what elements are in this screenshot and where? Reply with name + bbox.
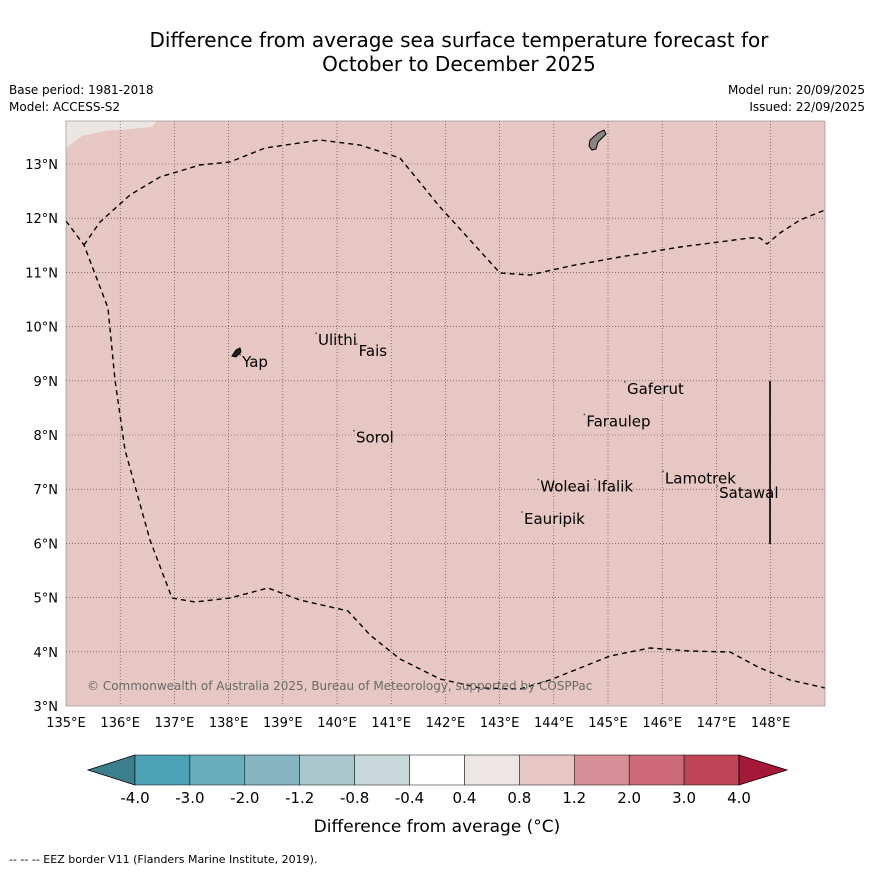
graticule [66, 121, 825, 706]
colorbar-bin [574, 754, 630, 786]
atoll-marker [315, 332, 317, 334]
lon-tick-label: 136°E [100, 716, 140, 731]
atoll-marker [594, 478, 596, 481]
colorbar-label: Difference from average (°C) [314, 817, 561, 837]
lon-tick-label: 148°E [751, 716, 791, 731]
lon-tick-label: 135°E [46, 716, 86, 731]
colorbar-bin [628, 754, 685, 786]
colorbar-tick-label: -2.0 [230, 789, 259, 807]
latitude-axis: 3°N 4°N 5°N 6°N 7°N 8°N 9°N 10°N 11°N 12°N 13°N [25, 158, 58, 715]
atoll-marker [716, 485, 718, 487]
lat-tick-label: 13°N [25, 158, 58, 173]
colorbar-bin [354, 754, 410, 786]
lon-tick-label: 142°E [426, 716, 466, 731]
yap-island [231, 347, 242, 358]
near-average-region [66, 121, 157, 148]
colorbar-tick-label: -3.0 [175, 789, 204, 807]
lon-tick-label: 144°E [534, 716, 574, 731]
lon-tick-label: 143°E [480, 716, 520, 731]
lon-tick-label: 141°E [371, 716, 411, 731]
atoll-marker [624, 381, 626, 383]
lon-tick-label: 138°E [209, 716, 249, 731]
meta-right: Model run: 20/09/2025 Issued: 22/09/2025 [728, 82, 865, 116]
colorbar [86, 754, 789, 786]
lat-tick-label: 3°N [34, 700, 59, 715]
colorbar-tick-label: 0.4 [453, 789, 477, 807]
colorbar-extend-low [86, 754, 136, 786]
chart-title: Difference from average sea surface temp… [0, 28, 873, 76]
lon-tick-label: 139°E [263, 716, 303, 731]
colorbar-bin [519, 754, 575, 786]
place-label: Ulithi [318, 331, 357, 349]
colorbar-bin [299, 754, 355, 786]
map-frame [65, 120, 826, 707]
lon-tick-label: 145°E [588, 716, 628, 731]
place-label: Satawal [719, 484, 778, 502]
base-period: Base period: 1981-2018 [9, 83, 154, 97]
colorbar-bin [134, 754, 191, 786]
colorbar-extend-high [738, 754, 789, 786]
place-label: Woleai [540, 477, 590, 495]
lat-tick-label: 5°N [34, 592, 59, 607]
longitude-axis: 135°E 136°E 137°E 138°E 139°E 140°E 141°E 142°E… [46, 716, 790, 731]
meta-left: Base period: 1981-2018 Model: ACCESS-S2 [9, 82, 154, 116]
title-line-1: Difference from average sea surface temp… [149, 28, 769, 52]
lat-tick-label: 11°N [25, 266, 58, 281]
guam-island [588, 129, 607, 151]
model-name: Model: ACCESS-S2 [9, 100, 121, 114]
lon-tick-label: 147°E [697, 716, 737, 731]
issued-date: Issued: 22/09/2025 [749, 100, 865, 114]
colorbar-tick-label: -4.0 [120, 789, 149, 807]
colorbar-tick-label: 3.0 [672, 789, 696, 807]
eez-border [66, 220, 825, 690]
place-label: Yap [241, 353, 268, 371]
colorbar-tick-label: 2.0 [617, 789, 641, 807]
lon-tick-label: 137°E [155, 716, 195, 731]
colorbar-tick-label: -0.4 [395, 789, 424, 807]
atoll-marker [239, 354, 241, 356]
place-label: Eauripik [524, 510, 585, 528]
lat-tick-label: 4°N [34, 646, 59, 661]
colorbar-tick-label: 0.8 [507, 789, 531, 807]
atoll-marker [662, 470, 664, 473]
lat-tick-label: 8°N [34, 429, 59, 444]
colorbar-bin [409, 754, 465, 786]
colorbar-tick-label: -0.8 [340, 789, 369, 807]
atoll-marker [583, 413, 586, 416]
atoll-marker [355, 343, 358, 345]
place-label: Fais [359, 342, 388, 360]
title-line-2: October to December 2025 [322, 52, 596, 76]
colorbar-bin [464, 754, 520, 786]
atoll-marker [353, 429, 355, 432]
colorbar-bin [244, 754, 300, 786]
lat-tick-label: 7°N [34, 483, 59, 498]
place-label: Lamotrek [665, 469, 736, 487]
copyright-note: © Commonwealth of Australia 2025, Bureau… [87, 679, 592, 693]
lat-tick-label: 9°N [34, 375, 59, 390]
atoll-marker [537, 478, 540, 481]
model-run: Model run: 20/09/2025 [727, 83, 865, 97]
eez-footnote: -- -- -- EEZ border V11 (Flanders Marine… [9, 853, 318, 866]
lat-tick-label: 10°N [25, 321, 58, 336]
place-label: Ifalik [597, 477, 633, 495]
place-label: Gaferut [627, 380, 684, 398]
eez-border-north [83, 139, 825, 276]
colorbar-bin [189, 754, 246, 786]
colorbar-tick-label: 4.0 [727, 789, 751, 807]
colorbar-tick-label: -1.2 [285, 789, 314, 807]
colorbar-tick-label: 1.2 [562, 789, 586, 807]
atoll-marker [521, 511, 523, 513]
place-label: Faraulep [586, 412, 650, 430]
lat-tick-label: 6°N [34, 537, 59, 552]
lon-tick-label: 140°E [317, 716, 357, 731]
lat-tick-label: 12°N [25, 212, 58, 227]
place-label: Sorol [356, 429, 394, 447]
colorbar-bin [683, 754, 740, 786]
lon-tick-label: 146°E [642, 716, 682, 731]
colorbar-ticks: -4.0 -3.0 -2.0 -1.2 -0.8 -0.4 0.4 0.8 1.2 2.0 3.0 4… [120, 789, 751, 807]
